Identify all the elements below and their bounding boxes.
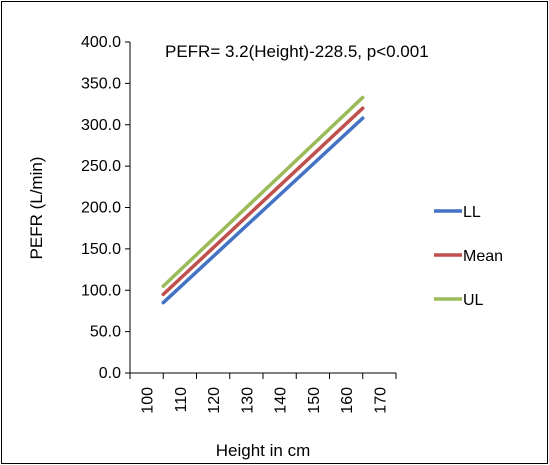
series-lines xyxy=(161,95,365,305)
y-tick-label: 200.0 xyxy=(81,200,121,217)
axes xyxy=(125,41,397,379)
x-tick-labels: 100 110 120 130 140 150 160 170 xyxy=(140,387,390,414)
legend-label-mean: Mean xyxy=(463,248,503,265)
y-tick-label: 400.0 xyxy=(81,34,121,51)
x-tick-label: 130 xyxy=(239,387,256,414)
y-tick-label: 250.0 xyxy=(81,158,121,175)
x-tick-label: 170 xyxy=(372,387,389,414)
series-line-ul xyxy=(161,95,365,288)
x-tick-label: 100 xyxy=(140,387,157,414)
x-axis-title: Height in cm xyxy=(216,441,310,460)
x-tick-label: 150 xyxy=(306,387,323,414)
legend-label-ll: LL xyxy=(463,204,481,221)
y-tick-label: 50.0 xyxy=(90,324,121,341)
legend-label-ul: UL xyxy=(463,292,484,309)
x-tick-label: 110 xyxy=(173,387,190,413)
y-tick-label: 300.0 xyxy=(81,117,121,134)
x-tick-label: 160 xyxy=(339,387,356,414)
x-tick-label: 120 xyxy=(206,387,223,414)
y-tick-label: 350.0 xyxy=(81,75,121,92)
x-tick-label: 140 xyxy=(273,387,290,414)
legend: LL Mean UL xyxy=(434,204,503,309)
y-tick-label: 0.0 xyxy=(99,365,121,382)
equation-annotation: PEFR= 3.2(Height)-228.5, p<0.001 xyxy=(165,42,429,61)
y-tick-label: 150.0 xyxy=(81,241,121,258)
y-axis-title: PEFR (L/min) xyxy=(27,157,46,260)
y-tick-label: 100.0 xyxy=(81,282,121,299)
series-line-mean xyxy=(161,106,365,297)
series-line-ll xyxy=(161,116,365,305)
y-tick-labels: 0.0 50.0 100.0 150.0 200.0 250.0 300.0 350.0 400… xyxy=(81,34,121,382)
